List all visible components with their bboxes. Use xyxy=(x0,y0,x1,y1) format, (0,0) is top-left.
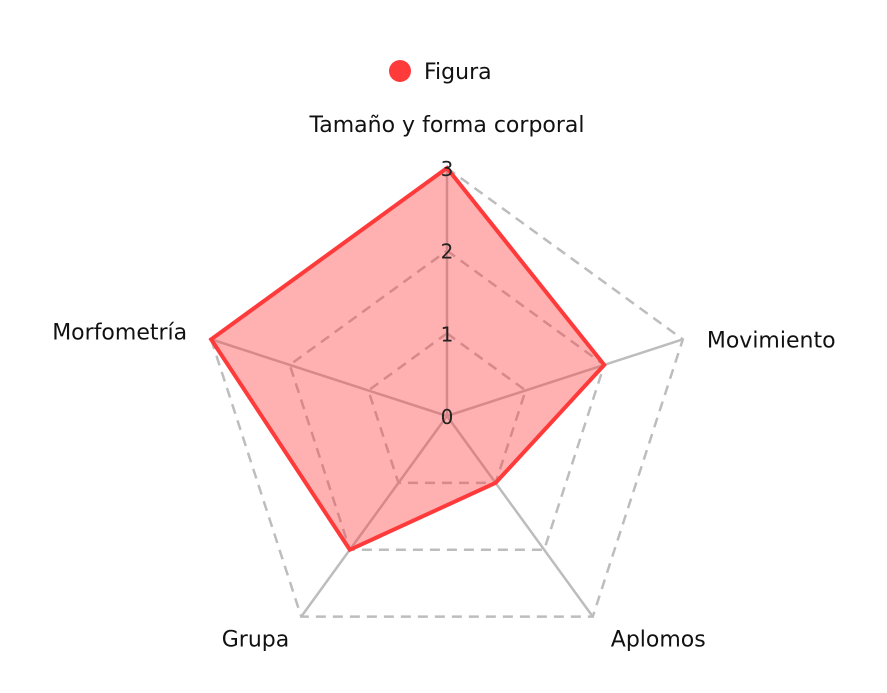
legend-label-figura: Figura xyxy=(424,60,492,85)
axis-label-2: Aplomos xyxy=(611,628,706,653)
axis-spoke-4 xyxy=(210,338,448,418)
grid-ring-1 xyxy=(366,331,528,485)
tick-label-0: 0 xyxy=(441,405,454,429)
axis-spoke-1 xyxy=(446,338,684,418)
tick-label-2: 2 xyxy=(441,240,454,264)
tick-label-1: 1 xyxy=(441,322,454,346)
radar-series xyxy=(208,165,607,553)
grid-ring-2 xyxy=(288,249,606,552)
radar-spokes xyxy=(210,168,684,618)
axis-spoke-2 xyxy=(445,415,594,618)
axis-label-4: Morfometría xyxy=(52,320,187,345)
radar-axis-labels: Tamaño y forma corporal Movimiento Aplomos… xyxy=(52,113,835,653)
legend-swatch-figura xyxy=(389,60,411,82)
axis-label-3: Grupa xyxy=(222,628,289,653)
legend[interactable]: Figura xyxy=(389,60,492,85)
series-area-0[interactable] xyxy=(208,165,607,553)
axis-spoke-3 xyxy=(300,415,449,618)
axis-label-1: Movimiento xyxy=(707,328,836,353)
radar-tick-labels: 0 1 2 3 xyxy=(441,157,454,429)
tick-label-3: 3 xyxy=(441,157,454,181)
axis-label-0: Tamaño y forma corporal xyxy=(308,113,584,138)
